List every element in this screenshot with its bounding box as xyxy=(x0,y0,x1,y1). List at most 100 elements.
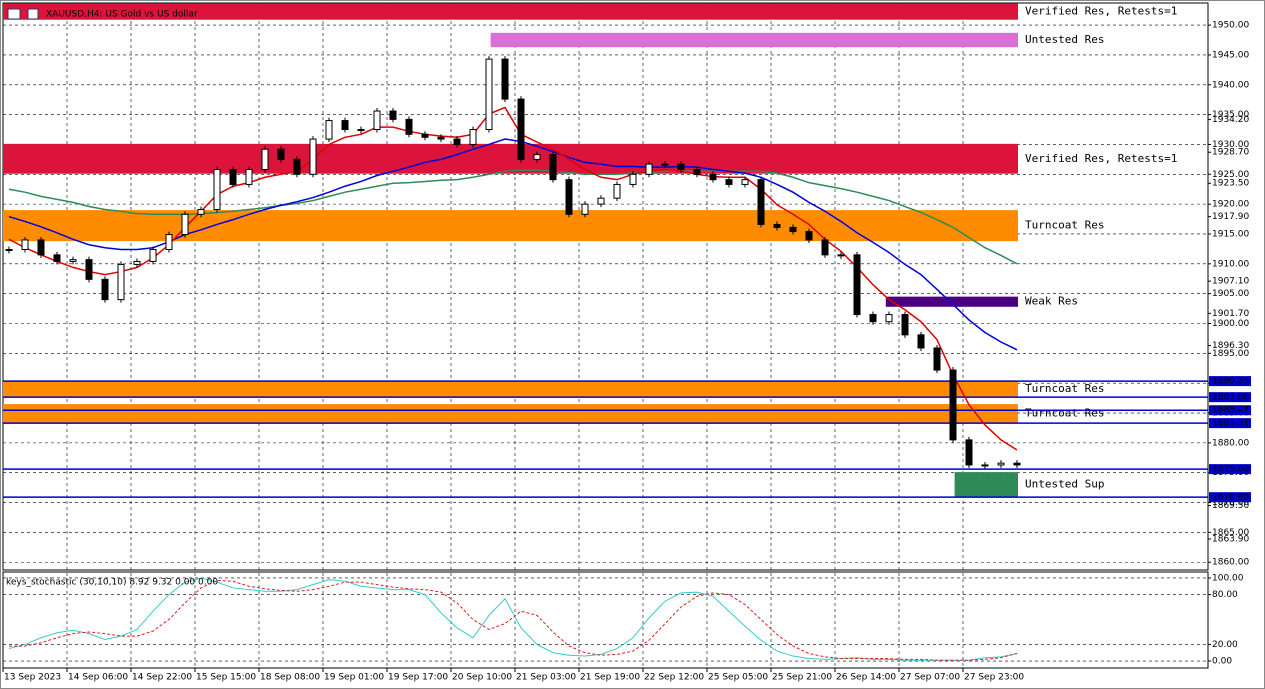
candle xyxy=(341,120,349,131)
candle xyxy=(549,154,557,181)
x-tick-label: 27 Sep 07:00 xyxy=(900,673,960,683)
candle xyxy=(117,263,125,301)
x-tick-label: 13 Sep 2023 xyxy=(4,673,61,683)
zone xyxy=(954,472,1018,498)
y-tick-label: 1880.00 xyxy=(1212,438,1249,448)
minor-label: 1901.70 xyxy=(1212,309,1249,319)
candle xyxy=(869,314,877,323)
candle xyxy=(661,163,669,166)
candle xyxy=(485,58,493,131)
candle xyxy=(933,347,941,371)
moving-average xyxy=(8,138,1018,351)
price-line-box xyxy=(1209,464,1251,475)
minor-label: 1869.50 xyxy=(1212,501,1249,511)
y-tick-label: 1920.00 xyxy=(1212,200,1249,210)
y-tick-label: 1950.00 xyxy=(1212,21,1249,31)
candle xyxy=(421,133,429,138)
candle xyxy=(725,179,733,185)
minor-label: 1923.50 xyxy=(1212,179,1249,189)
candle xyxy=(645,163,653,175)
y-tick-label: 0.00 xyxy=(1212,657,1232,667)
minor-label: 1863.90 xyxy=(1212,534,1249,544)
candle xyxy=(837,254,845,257)
candle xyxy=(453,138,461,145)
x-tick-label: 26 Sep 14:00 xyxy=(836,673,896,683)
icon xyxy=(7,8,21,20)
candle xyxy=(389,110,397,120)
candle xyxy=(101,278,109,301)
minor-label: 1917.90 xyxy=(1212,212,1249,222)
candle xyxy=(981,464,989,467)
x-tick-label: 15 Sep 15:00 xyxy=(196,673,256,683)
y-tick-label: 1945.00 xyxy=(1212,50,1249,60)
candle xyxy=(901,314,909,336)
x-tick-label: 21 Sep 19:00 xyxy=(580,673,640,683)
x-tick-label: 21 Sep 03:00 xyxy=(516,673,576,683)
y-tick-label: 1940.00 xyxy=(1212,80,1249,90)
candle xyxy=(21,239,29,250)
zone-label: Turncoat Res xyxy=(1025,407,1104,420)
zone-label: Weak Res xyxy=(1025,295,1078,308)
candle xyxy=(213,169,221,211)
candle xyxy=(517,98,525,160)
x-tick-label: 20 Sep 10:00 xyxy=(452,673,512,683)
candle xyxy=(277,148,285,160)
zone-label: Turncoat Res xyxy=(1025,219,1104,232)
candle xyxy=(533,154,541,160)
candle xyxy=(133,260,141,265)
y-tick-label: 1935.00 xyxy=(1212,110,1249,120)
candle xyxy=(245,169,253,185)
layers: 13 Sep 2023 14 Sep 06:00 14 Sep 22:00 15 Se… xyxy=(2,3,1251,683)
y-tick-label: 100.00 xyxy=(1212,573,1244,583)
candle xyxy=(405,118,413,135)
y-tick-label: 1895.00 xyxy=(1212,349,1249,359)
price-line-box xyxy=(1209,492,1251,503)
candle xyxy=(917,334,925,349)
price-line-label: 1883.31 xyxy=(1212,419,1249,429)
candle xyxy=(949,369,957,441)
candle xyxy=(565,179,573,215)
price-line-label: 1885.47 xyxy=(1212,406,1249,416)
candle xyxy=(741,179,749,185)
y-tick-label: 1910.00 xyxy=(1212,259,1249,269)
y-tick-label: 80.00 xyxy=(1212,590,1238,600)
candle xyxy=(357,129,365,132)
price-line-box xyxy=(1209,392,1251,403)
candle xyxy=(757,179,765,225)
x-tick-label: 14 Sep 22:00 xyxy=(132,673,192,683)
y-tick-label: 20.00 xyxy=(1212,640,1238,650)
zone xyxy=(3,3,1018,20)
indicator-title: keys_stochastic (30,10,10) 8.92 9.32 0.0… xyxy=(6,578,218,588)
candle xyxy=(629,173,637,185)
candle xyxy=(53,254,61,262)
price-line-label: 1890.35 xyxy=(1212,377,1249,387)
candle xyxy=(373,110,381,131)
candle xyxy=(437,136,445,140)
candle xyxy=(965,439,973,466)
candle xyxy=(773,223,781,228)
zone xyxy=(885,296,1018,307)
zone xyxy=(490,32,1019,48)
zone xyxy=(3,404,1018,424)
minor-label: 1896.30 xyxy=(1212,341,1249,351)
candle xyxy=(165,234,173,250)
candle xyxy=(261,148,269,171)
moving-average xyxy=(8,106,1018,451)
y-tick-label: 1865.00 xyxy=(1212,528,1249,538)
price-line-box xyxy=(1209,405,1251,416)
zone-label: Untested Res xyxy=(1025,33,1104,46)
zone xyxy=(3,381,1018,398)
candle xyxy=(693,169,701,175)
zone-label: Verified Res, Retests=1 xyxy=(1025,5,1177,18)
x-tick-label: 22 Sep 12:00 xyxy=(644,673,704,683)
price-line-label: 1870.90 xyxy=(1212,493,1249,503)
price-line-box xyxy=(1209,418,1251,429)
zone-label: Untested Sup xyxy=(1025,478,1104,491)
candle xyxy=(181,213,189,236)
candle xyxy=(885,314,893,323)
candle xyxy=(805,231,813,241)
candle xyxy=(85,259,93,280)
zone xyxy=(3,143,1018,174)
x-tick-label: 14 Sep 06:00 xyxy=(68,673,128,683)
